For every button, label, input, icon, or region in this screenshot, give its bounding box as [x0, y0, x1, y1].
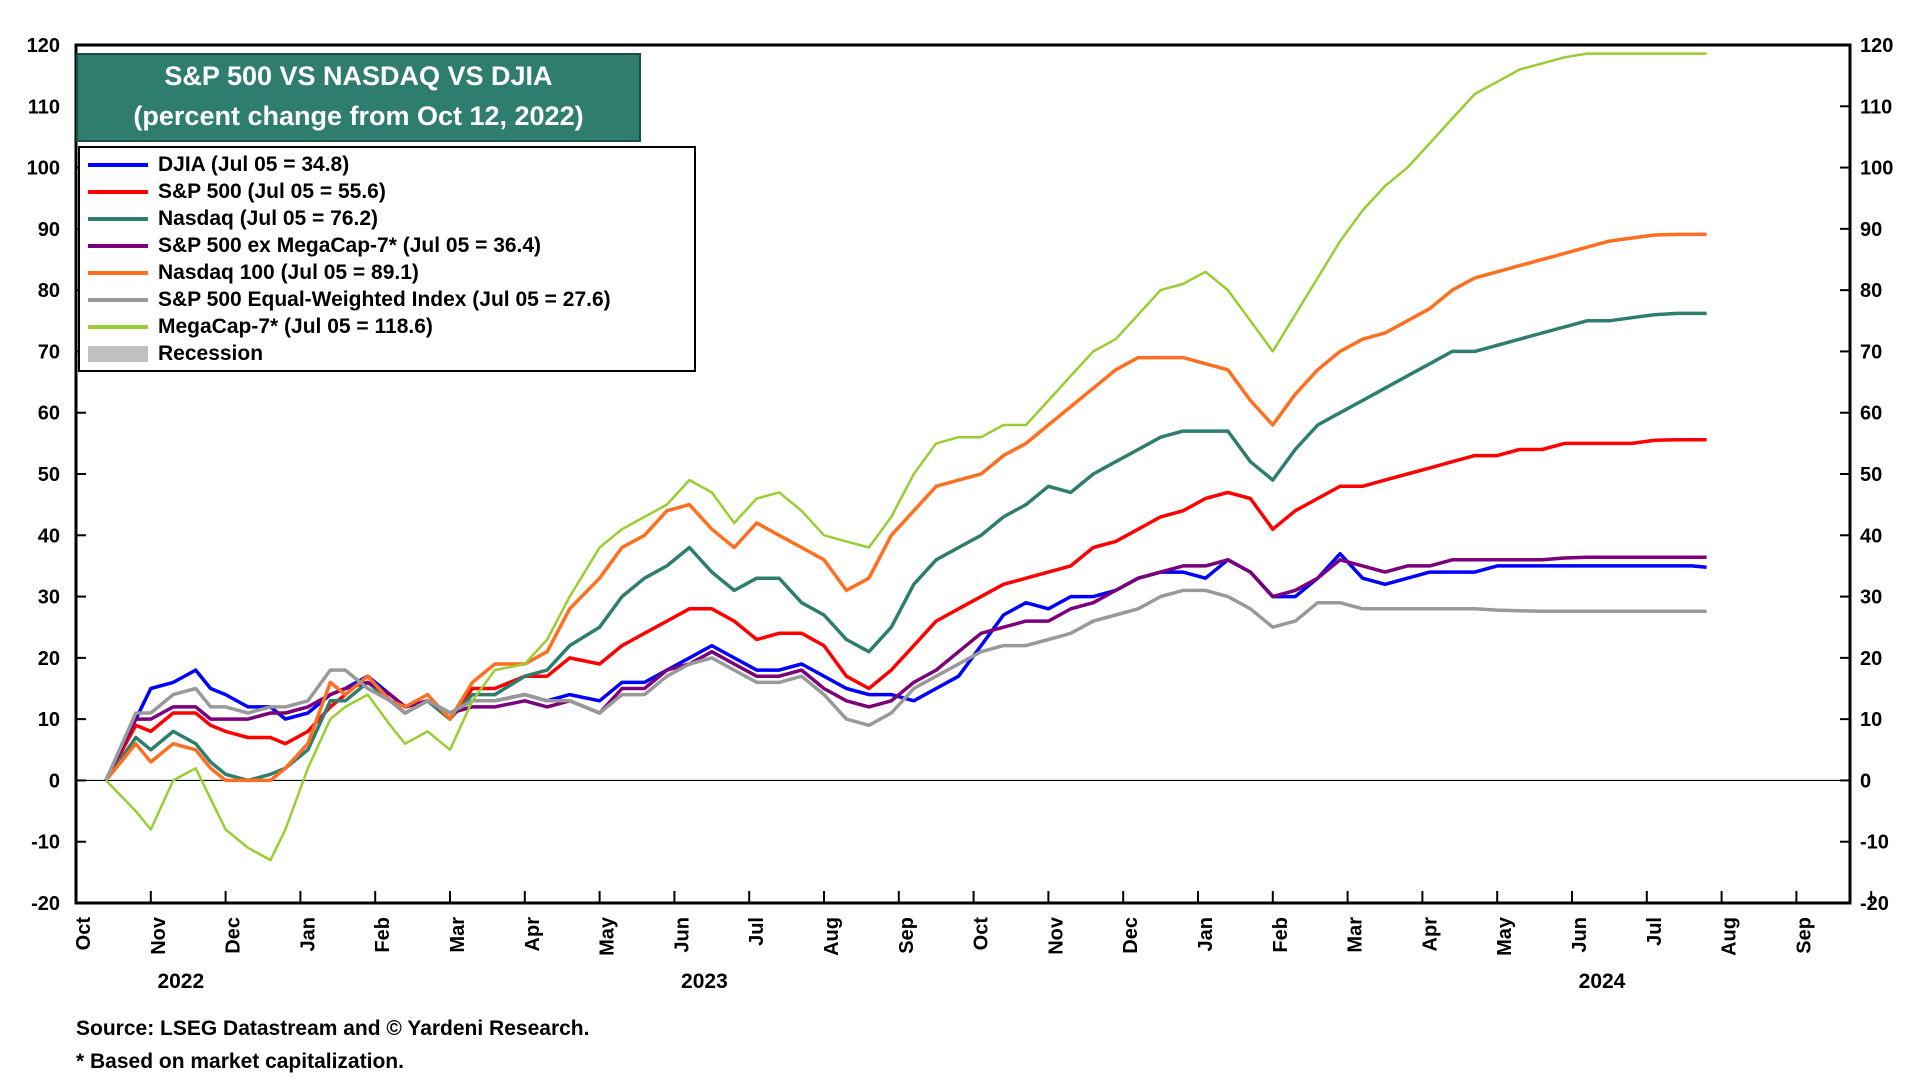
x-month-label: Aug — [821, 917, 843, 956]
x-month-label: Jun — [1569, 917, 1591, 953]
y-tick-label-left: 0 — [49, 770, 60, 792]
x-month-label: Dec — [1120, 917, 1142, 954]
y-tick-label-left: 20 — [38, 648, 60, 670]
legend-label: Nasdaq (Jul 05 = 76.2) — [158, 207, 379, 230]
y-tick-label-right: 10 — [1860, 709, 1882, 731]
x-month-label: Jul — [1644, 917, 1666, 946]
legend-label: S&P 500 (Jul 05 = 55.6) — [158, 180, 386, 203]
y-tick-label-left: 40 — [38, 525, 60, 547]
series-line-djia — [104, 551, 1707, 782]
y-tick-label-right: 0 — [1860, 770, 1871, 792]
footnote: * Based on market capitalization. — [76, 1050, 404, 1073]
y-tick-label-left: 110 — [28, 96, 60, 118]
legend-swatch — [88, 244, 148, 248]
legend-label: Nasdaq 100 (Jul 05 = 89.1) — [158, 261, 419, 284]
x-month-label: Mar — [1345, 917, 1367, 953]
legend-label: MegaCap-7* (Jul 05 = 118.6) — [158, 315, 433, 338]
x-month-label: Jan — [297, 917, 319, 951]
x-year-label: 2023 — [681, 970, 728, 993]
x-year-label: 2022 — [157, 970, 204, 993]
legend-label: S&P 500 ex MegaCap-7* (Jul 05 = 36.4) — [158, 234, 542, 257]
x-month-label: Jun — [671, 917, 693, 953]
x-month-label: May — [1494, 916, 1516, 956]
legend-swatch — [88, 217, 148, 221]
source-note: Source: LSEG Datastream and © Yardeni Re… — [76, 1017, 590, 1040]
y-tick-label-left: -20 — [31, 893, 60, 915]
legend-item-sp500-ex-megacap: S&P 500 ex MegaCap-7* (Jul 05 = 36.4) — [88, 233, 541, 259]
legend-item-nasdaq: Nasdaq (Jul 05 = 76.2) — [88, 206, 378, 232]
y-tick-label-left: 90 — [38, 219, 60, 241]
legend-swatch — [88, 298, 148, 302]
legend-swatch — [88, 346, 148, 362]
y-tick-label-right: 50 — [1860, 464, 1882, 486]
x-month-label: Sep — [1793, 917, 1815, 954]
series-line-nasdaq-100 — [104, 232, 1707, 783]
x-month-label: Dec — [223, 917, 245, 954]
legend-item-equal-weighted: S&P 500 Equal-Weighted Index (Jul 05 = 2… — [88, 287, 611, 313]
x-month-label: Oct — [73, 917, 95, 951]
y-tick-label-right: 80 — [1860, 280, 1882, 302]
legend-swatch — [88, 190, 148, 194]
legend-swatch — [88, 325, 148, 329]
series-line-s-p-500-equal-weighted-index — [104, 588, 1707, 782]
y-tick-label-right: 20 — [1860, 648, 1882, 670]
y-tick-label-left: 70 — [38, 341, 60, 363]
y-tick-label-left: 60 — [38, 403, 60, 425]
y-tick-label-left: 50 — [38, 464, 60, 486]
legend-item-djia: DJIA (Jul 05 = 34.8) — [88, 152, 349, 178]
chart-title: S&P 500 VS NASDAQ VS DJIA — [164, 61, 553, 91]
legend-label: S&P 500 Equal-Weighted Index (Jul 05 = 2… — [158, 288, 611, 311]
y-tick-label-right: 100 — [1860, 158, 1893, 180]
chart-title-box: S&P 500 VS NASDAQ VS DJIA (percent chang… — [76, 53, 641, 142]
legend-swatch — [88, 271, 148, 275]
legend-swatch — [88, 163, 148, 167]
y-tick-label-left: 10 — [38, 709, 60, 731]
y-tick-label-right: 120 — [1860, 35, 1893, 57]
x-month-label: Jan — [1195, 917, 1217, 951]
x-month-label: Feb — [372, 917, 394, 953]
y-tick-label-right: -10 — [1860, 832, 1889, 854]
legend-label: Recession — [158, 342, 264, 365]
x-month-label: Mar — [447, 917, 469, 953]
x-month-label: Feb — [1270, 917, 1292, 953]
y-tick-label-left: 80 — [38, 280, 60, 302]
y-tick-label-left: 120 — [27, 35, 60, 57]
legend-item-recession: Recession — [88, 341, 263, 367]
legend-label: DJIA (Jul 05 = 34.8) — [158, 153, 350, 176]
y-tick-label-right: 90 — [1860, 219, 1882, 241]
series-line-s-p-500-ex-megacap-7- — [104, 555, 1707, 782]
legend-item-nasdaq100: Nasdaq 100 (Jul 05 = 89.1) — [88, 260, 419, 286]
y-tick-label-right: -20 — [1860, 893, 1889, 915]
y-tick-label-right: 40 — [1860, 525, 1882, 547]
legend-item-megacap7: MegaCap-7* (Jul 05 = 118.6) — [88, 314, 433, 340]
x-month-label: Aug — [1719, 917, 1741, 956]
x-month-label: Sep — [896, 917, 918, 954]
y-tick-label-right: 30 — [1860, 587, 1882, 609]
y-tick-label-right: 110 — [1860, 96, 1892, 118]
x-month-label: Nov — [1045, 916, 1067, 955]
x-month-label: Nov — [148, 916, 170, 955]
y-tick-label-left: -10 — [31, 832, 60, 854]
series-line-nasdaq — [104, 311, 1707, 783]
chart-subtitle: (percent change from Oct 12, 2022) — [133, 101, 584, 131]
x-month-label: Jul — [746, 917, 768, 946]
legend-item-sp500: S&P 500 (Jul 05 = 55.6) — [88, 179, 386, 205]
legend: DJIA (Jul 05 = 34.8) S&P 500 (Jul 05 = 5… — [78, 146, 696, 372]
series-line-megacap-7- — [105, 52, 1707, 862]
x-month-label: Apr — [1419, 917, 1441, 952]
x-month-label: May — [597, 916, 619, 956]
y-tick-label-right: 60 — [1860, 403, 1882, 425]
y-tick-label-left: 30 — [38, 587, 60, 609]
y-tick-label-right: 70 — [1860, 341, 1882, 363]
y-tick-label-left: 100 — [27, 158, 60, 180]
x-year-label: 2024 — [1579, 970, 1626, 993]
x-month-label: Apr — [522, 917, 544, 952]
x-month-label: Oct — [971, 917, 993, 951]
